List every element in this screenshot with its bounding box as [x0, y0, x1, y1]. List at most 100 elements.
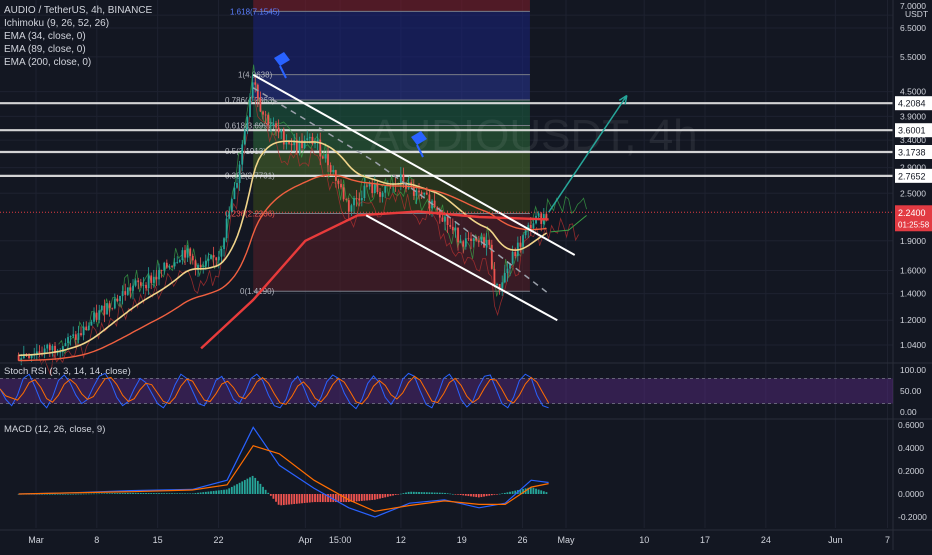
- rsi-d-line: [0, 375, 550, 405]
- candle-body: [38, 351, 41, 354]
- macd-histogram-bar: [43, 494, 46, 495]
- candle-body: [420, 192, 423, 195]
- ichimoku-lead: [550, 215, 587, 233]
- macd-histogram-bar: [402, 493, 405, 494]
- candle-body: [303, 140, 306, 149]
- candle-body: [485, 239, 488, 248]
- macd-histogram-bar: [475, 494, 478, 498]
- candle-body: [503, 272, 506, 283]
- candle-body: [212, 255, 215, 258]
- macd-histogram-bar: [316, 494, 319, 503]
- candle-body: [363, 185, 366, 198]
- candle-body: [241, 144, 244, 165]
- candle-body: [342, 187, 345, 200]
- rsi-k-line: [0, 372, 549, 410]
- macd-histogram-bar: [428, 492, 431, 494]
- indicator-ema200[interactable]: EMA (200, close, 0): [4, 57, 92, 68]
- level-price-text: 3.6001: [898, 126, 926, 136]
- macd-histogram-bar: [381, 494, 384, 498]
- macd-histogram-bar: [293, 494, 296, 505]
- macd-histogram-bar: [254, 477, 257, 494]
- macd-label[interactable]: MACD (12, 26, close, 9): [4, 424, 106, 435]
- candle-body: [103, 305, 106, 315]
- price-tick: 7.0000: [900, 1, 926, 11]
- macd-histogram-bar: [275, 494, 277, 502]
- macd-histogram-bar: [462, 494, 465, 496]
- macd-histogram-bar: [366, 494, 368, 501]
- macd-histogram-bar: [470, 494, 472, 497]
- candle-body: [490, 244, 493, 269]
- candle-body: [288, 141, 290, 144]
- candle-body: [142, 284, 145, 286]
- candle-body: [376, 184, 379, 193]
- candle-body: [77, 333, 80, 340]
- candle-body: [262, 111, 264, 115]
- macd-histogram-bar: [77, 493, 80, 495]
- macd-histogram-bar: [301, 494, 303, 504]
- signal-line: [18, 444, 549, 512]
- candle-body: [61, 346, 64, 352]
- macd-histogram-bar: [158, 493, 160, 494]
- macd-histogram-bar: [444, 492, 446, 494]
- candle-body: [225, 218, 228, 239]
- rsi-tick: 100.00: [900, 365, 926, 375]
- candle-body: [301, 140, 303, 149]
- macd-histogram-bar: [246, 478, 249, 494]
- macd-histogram-bar: [371, 494, 374, 500]
- candle-body: [545, 214, 548, 220]
- candle-body: [373, 184, 376, 194]
- macd-histogram-bar: [277, 494, 280, 505]
- indicator-ichimoku[interactable]: Ichimoku (9, 26, 52, 26): [4, 18, 110, 29]
- macd-histogram-bar: [134, 492, 137, 494]
- candle-body: [251, 82, 254, 99]
- chart-legend: AUDIO / TetherUS, 4h, BINANCE Ichimoku (…: [4, 4, 152, 69]
- macd-histogram-bar: [95, 493, 98, 495]
- macd-histogram-bar: [176, 493, 179, 494]
- ema89-line: [18, 174, 547, 362]
- macd-histogram-bar: [155, 493, 158, 494]
- macd-histogram-bar: [106, 493, 108, 494]
- macd-histogram-bar: [535, 488, 537, 494]
- macd-histogram-bar: [142, 492, 145, 494]
- indicator-ema89[interactable]: EMA (89, close, 0): [4, 44, 86, 55]
- macd-histogram-bar: [168, 493, 171, 494]
- price-unit: USDT: [905, 9, 928, 19]
- macd-histogram-bar: [358, 494, 361, 502]
- macd-histogram-bar: [98, 493, 101, 495]
- candle-body: [72, 334, 75, 337]
- candle-body: [381, 192, 384, 197]
- candle-body: [90, 321, 93, 326]
- fib-zone: [253, 11, 530, 75]
- candle-body: [493, 268, 496, 286]
- time-tick: 7: [885, 535, 890, 545]
- macd-histogram-bar: [496, 494, 498, 495]
- macd-histogram-bar: [472, 494, 475, 497]
- candle-body: [147, 275, 150, 289]
- macd-panel: 0.6000 0.4000 0.2000 0.0000 -0.2000: [17, 420, 927, 522]
- candle-body: [158, 270, 160, 280]
- candle-body: [332, 170, 335, 173]
- candle-body: [498, 284, 501, 289]
- candle-body: [207, 258, 210, 261]
- fib-level-label: 0.236(2.2236): [225, 210, 275, 219]
- macd-histogram-bar: [225, 489, 228, 494]
- stoch-rsi-label[interactable]: Stoch RSI (3, 3, 14, 14, close): [4, 366, 131, 377]
- macd-histogram-bar: [186, 493, 189, 494]
- candle-body: [249, 98, 251, 118]
- macd-histogram-bar: [431, 492, 433, 494]
- candle-body: [371, 182, 374, 194]
- macd-histogram-bar: [490, 494, 493, 496]
- macd-histogram-bar: [241, 481, 244, 494]
- ichimoku-span: [58, 64, 587, 355]
- macd-histogram-bar: [267, 492, 270, 494]
- macd-histogram-bar: [184, 493, 186, 494]
- macd-histogram-bar: [251, 475, 254, 494]
- candle-body: [51, 345, 54, 351]
- candle-body: [511, 252, 514, 264]
- macd-histogram-bar: [132, 492, 134, 494]
- macd-histogram-bar: [483, 494, 485, 497]
- indicator-ema34[interactable]: EMA (34, close, 0): [4, 31, 86, 42]
- time-tick: Mar: [28, 535, 44, 545]
